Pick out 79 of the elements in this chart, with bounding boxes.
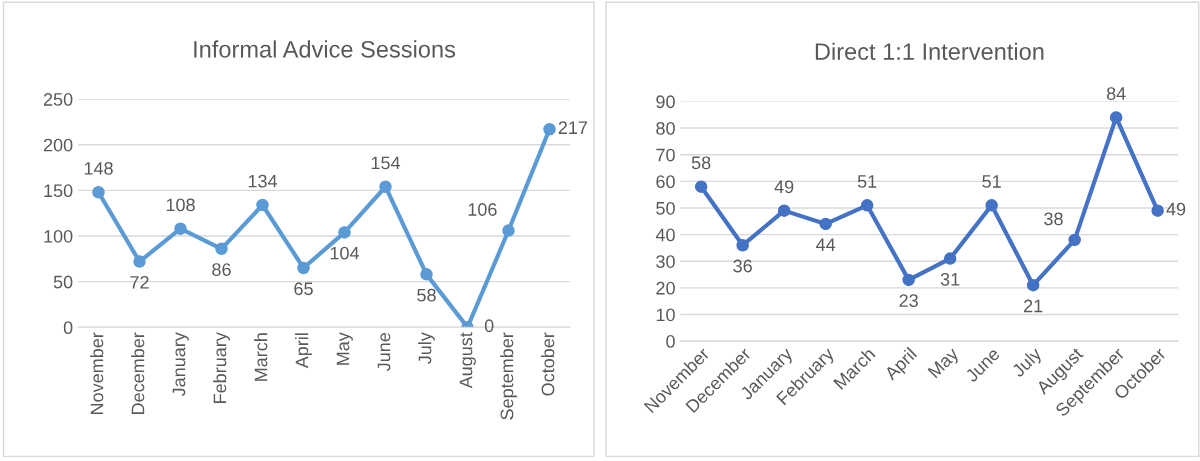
x-tick-label: February [213, 332, 230, 403]
y-tick-label: 70 [656, 148, 675, 162]
x-tick-label: May [336, 332, 353, 365]
x-tick-label: July [1010, 346, 1046, 381]
y-tick-label: 20 [656, 281, 675, 295]
point [256, 198, 269, 212]
point [92, 185, 105, 199]
y-tick-label: 50 [656, 201, 675, 215]
y-tick-label: 0 [63, 321, 73, 335]
x-tick-label: May [927, 346, 963, 381]
y-tick-label: 30 [656, 255, 675, 268]
y-tick-label: 90 [656, 95, 675, 109]
point [174, 222, 187, 235]
data-label: 134 [248, 174, 278, 188]
data-label: 72 [130, 275, 149, 289]
point [338, 226, 351, 239]
data-label: 65 [294, 282, 313, 296]
data-label: 217 [558, 121, 588, 134]
chart-title: Informal Advice Sessions [194, 40, 456, 58]
data-label: 148 [84, 161, 113, 175]
point [543, 122, 556, 136]
point [420, 268, 433, 281]
point [736, 239, 749, 252]
y-tick-label: 40 [655, 228, 675, 242]
point [902, 273, 915, 287]
data-label: 86 [212, 263, 231, 276]
data-label: 51 [857, 175, 877, 188]
point [694, 180, 708, 193]
data-label: 0 [484, 319, 494, 333]
data-label: 49 [774, 180, 794, 194]
point [1026, 278, 1040, 292]
data-label: 31 [940, 272, 960, 286]
point [379, 180, 392, 193]
point [1068, 233, 1081, 247]
x-tick-label: July [418, 332, 435, 364]
data-label: 106 [468, 203, 497, 216]
x-tick-label: January [172, 332, 189, 397]
x-tick-label: October [541, 332, 555, 396]
y-tick-label: 150 [44, 184, 73, 198]
x-tick-label: March [254, 333, 268, 381]
x-tick-label: November [90, 332, 104, 414]
x-tick-label: August [459, 332, 476, 389]
data-label: 23 [899, 294, 918, 308]
x-tick-label: April [295, 333, 312, 369]
point [133, 255, 146, 268]
x-tick-label: June [377, 332, 391, 372]
data-label: 108 [166, 198, 195, 212]
point [1151, 204, 1164, 217]
x-tick-label: September [500, 332, 517, 420]
data-label: 49 [1166, 202, 1186, 216]
point [985, 199, 998, 212]
y-tick-label: 200 [43, 138, 73, 152]
data-label: 104 [330, 246, 360, 260]
point [1109, 111, 1123, 124]
point [819, 217, 832, 231]
y-tick-label: 60 [656, 175, 675, 189]
y-tick-label: 0 [666, 335, 675, 348]
y-tick-label: 50 [53, 275, 73, 289]
point [297, 261, 310, 275]
data-label: 44 [816, 238, 836, 251]
chart-title: Direct 1:1 Intervention [815, 42, 1044, 60]
point [943, 252, 957, 265]
data-label: 51 [982, 175, 1001, 188]
data-label: 38 [1044, 212, 1063, 226]
point [777, 204, 791, 217]
data-label: 21 [1024, 299, 1043, 313]
y-tick-label: 10 [656, 308, 675, 322]
x-tick-label: December [131, 332, 145, 414]
point [215, 242, 228, 256]
data-label: 36 [733, 259, 752, 273]
point [860, 199, 874, 212]
y-tick-label: 250 [43, 93, 73, 106]
data-label: 58 [691, 156, 711, 170]
y-tick-label: 80 [656, 121, 675, 135]
y-tick-label: 100 [44, 229, 73, 243]
data-label: 58 [417, 288, 436, 302]
point [502, 224, 515, 237]
data-label: 84 [1106, 87, 1126, 100]
data-label: 154 [371, 156, 401, 170]
